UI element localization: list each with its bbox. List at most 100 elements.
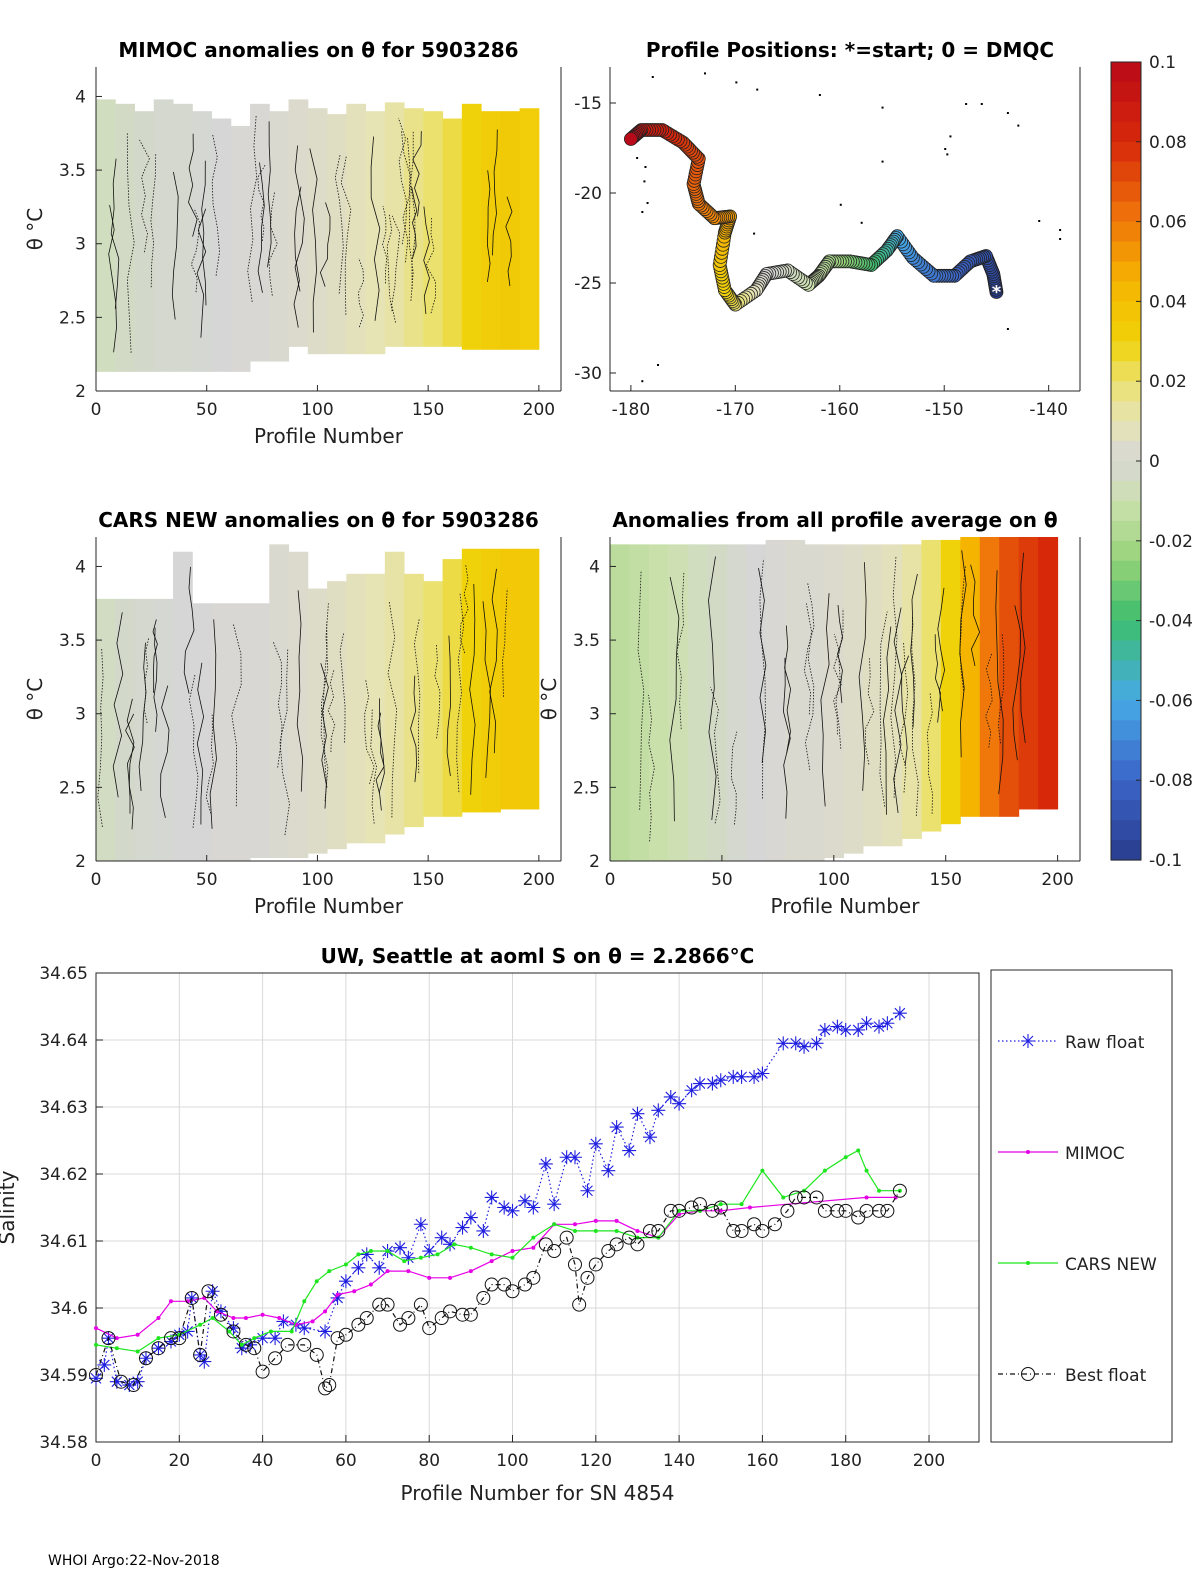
series-point — [213, 1307, 228, 1322]
series-point — [838, 1203, 853, 1218]
series-point — [747, 1069, 762, 1084]
colorbar-band — [1111, 301, 1141, 322]
series-point — [601, 1244, 616, 1259]
mimoc-contour-line — [188, 133, 198, 237]
climatology-point — [1006, 328, 1009, 330]
allavg-contour-line — [898, 642, 909, 793]
colorbar-band — [1111, 760, 1141, 781]
allavg-contour-line — [901, 655, 909, 767]
salinity-y-tick-label: 34.62 — [39, 1165, 88, 1185]
colorbar-band — [1111, 361, 1141, 382]
allavg-contour-line — [864, 658, 875, 765]
series-point — [859, 1203, 874, 1218]
series-point — [327, 1269, 332, 1274]
series-point — [135, 1332, 140, 1337]
colorbar-band — [1111, 540, 1141, 562]
colorbar-band — [1111, 740, 1141, 761]
allavg-cell — [785, 539, 806, 861]
series-point — [734, 1069, 749, 1084]
series-point — [422, 1244, 437, 1259]
series-point — [609, 1120, 624, 1135]
cars-contour-line — [456, 593, 465, 793]
series-point — [289, 1329, 294, 1334]
series-point — [651, 1223, 666, 1238]
colorbar-tick-label: 0 — [1149, 452, 1160, 472]
allavg-cell — [610, 544, 630, 861]
series-point — [788, 1190, 803, 1205]
series-point — [330, 1290, 345, 1305]
series-line — [95, 1190, 901, 1390]
salinity-y-tick-label: 34.58 — [39, 1433, 88, 1453]
cars-cell — [211, 603, 232, 861]
series-point — [297, 1337, 312, 1352]
mimoc-cell — [250, 103, 270, 362]
mimoc-contour-line — [412, 131, 422, 217]
series-point — [97, 1357, 112, 1372]
series-point — [231, 1316, 236, 1321]
allavg-cell — [882, 544, 903, 847]
allavg-cell — [1038, 537, 1059, 810]
series-point — [872, 1203, 887, 1218]
mimoc-cell — [481, 111, 501, 350]
series-point — [559, 1230, 574, 1245]
series-point — [368, 1282, 373, 1287]
series-point — [538, 1237, 553, 1252]
colorbar-tick-label: 0.02 — [1149, 372, 1187, 392]
allavg-contour-line — [803, 583, 815, 715]
climatology-point — [735, 81, 738, 84]
colorbar-band — [1111, 161, 1141, 183]
positions-x-tick-label: -140 — [1029, 400, 1068, 420]
mimoc-cell — [519, 108, 540, 350]
series-point — [276, 1314, 291, 1329]
cars-contour-line — [387, 601, 398, 818]
positions-y-tick-label: -30 — [574, 364, 602, 384]
mimoc-cell — [307, 108, 328, 355]
allavg-contour-line — [833, 633, 842, 735]
mimoc-contour-line — [408, 131, 414, 301]
series-point — [635, 1228, 640, 1233]
series-point — [505, 1203, 520, 1218]
colorbar-tick-label: 0.06 — [1149, 213, 1187, 233]
cars-y-tick-label: 2 — [75, 852, 86, 872]
series-point — [252, 1336, 257, 1341]
climatology-point — [881, 160, 884, 163]
series-point — [505, 1284, 520, 1299]
series-point — [238, 1337, 253, 1352]
colorbar-tick-label: -0.02 — [1149, 532, 1193, 552]
series-cars-new — [94, 1148, 902, 1354]
series-point — [401, 1311, 416, 1326]
cars-ylabel: θ °C — [23, 678, 47, 721]
series-point — [402, 1259, 407, 1264]
series-point — [614, 1228, 619, 1233]
allavg-contour-line — [995, 570, 1004, 795]
climatology-point — [704, 72, 706, 75]
series-point — [642, 1130, 657, 1145]
climatology-point — [643, 180, 646, 183]
series-point — [788, 1036, 803, 1051]
salinity-y-tick-label: 34.64 — [39, 1031, 88, 1051]
cars-cell — [173, 551, 193, 861]
series-point — [302, 1299, 307, 1304]
series-point — [114, 1346, 119, 1351]
mimoc-contour-line — [358, 258, 364, 328]
cars-cell — [115, 598, 136, 861]
series-point — [780, 1203, 795, 1218]
series-point — [880, 1016, 895, 1031]
series-point — [518, 1277, 533, 1292]
series-point — [580, 1270, 595, 1285]
climatology-point — [646, 202, 649, 204]
allavg-contour-line — [708, 556, 717, 821]
allavg-cell — [629, 544, 650, 861]
salinity-y-tick-label: 34.63 — [39, 1098, 88, 1118]
series-point — [572, 1222, 577, 1227]
series-point — [684, 1083, 699, 1098]
series-point — [126, 1378, 141, 1393]
mimoc-y-tick-label: 2.5 — [59, 308, 86, 328]
cars-cell — [404, 573, 424, 828]
mimoc-contour-line — [411, 187, 418, 259]
climatology-point — [980, 103, 983, 105]
allavg-x-tick-label: 150 — [929, 870, 961, 890]
cars-contour-line — [138, 642, 147, 792]
mimoc-cell — [115, 103, 136, 372]
cars-cell — [384, 551, 405, 835]
